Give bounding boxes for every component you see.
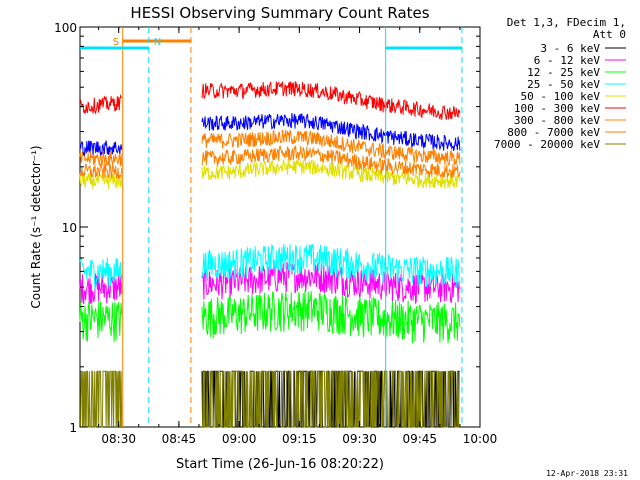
marker-label-0: S xyxy=(113,37,119,48)
marker-label-1: N xyxy=(154,37,161,48)
legend-label-3: 25 - 50 keV xyxy=(527,78,600,91)
x-axis-label: Start Time (26-Jun-16 08:20:22) xyxy=(176,457,384,472)
series-4-segment-1 xyxy=(201,158,461,189)
x-tick-label-6: 10:00 xyxy=(463,432,498,446)
series-8-segment-0 xyxy=(80,370,123,428)
series-1-segment-1 xyxy=(201,262,461,305)
x-tick-label-2: 09:00 xyxy=(222,432,257,446)
legend-header-1: Det 1,3, FDecim 1, xyxy=(507,16,626,29)
chart-title: HESSI Observing Summary Count Rates xyxy=(130,4,429,22)
series-6-segment-0 xyxy=(79,151,123,167)
series-6 xyxy=(79,129,461,167)
legend-label-5: 100 - 300 keV xyxy=(514,102,600,115)
footer-date: 12-Apr-2018 23:31 xyxy=(546,469,628,478)
legend-label-2: 12 - 25 keV xyxy=(527,66,600,79)
series-5-segment-1 xyxy=(201,81,461,120)
legend-label-7: 800 - 7000 keV xyxy=(507,126,600,139)
series-blue-segment-0 xyxy=(79,140,123,157)
series-3-segment-1 xyxy=(201,243,461,288)
series-7-segment-0 xyxy=(79,163,123,180)
series-5 xyxy=(79,81,461,120)
series-3 xyxy=(79,243,461,290)
legend-label-0: 3 - 6 keV xyxy=(540,42,600,55)
series-7 xyxy=(79,144,461,180)
x-tick-label-3: 09:15 xyxy=(282,432,317,446)
series-blue-segment-1 xyxy=(201,112,461,151)
legend-label-6: 300 - 800 keV xyxy=(514,114,600,127)
legend-label-8: 7000 - 20000 keV xyxy=(494,138,600,151)
y-tick-label-0: 1 xyxy=(69,421,77,435)
series-1-segment-0 xyxy=(79,273,123,305)
series-8-segment-1 xyxy=(202,370,460,428)
series-4-segment-0 xyxy=(79,172,123,190)
x-tick-label-4: 09:30 xyxy=(342,432,377,446)
series-6-segment-1 xyxy=(201,129,461,166)
series-8 xyxy=(80,370,460,428)
legend-label-4: 50 - 100 keV xyxy=(521,90,601,103)
y-axis-label: Count Rate (s⁻¹ detector⁻¹) xyxy=(29,145,43,308)
x-tick-label-0: 08:30 xyxy=(101,432,136,446)
legend-label-1: 6 - 12 keV xyxy=(534,54,601,67)
series-2-segment-0 xyxy=(79,301,123,342)
y-tick-label-1: 10 xyxy=(62,221,77,235)
legend-header-2: Att 0 xyxy=(593,28,626,41)
series-blue xyxy=(79,112,461,157)
series-4 xyxy=(79,158,461,190)
series-7-segment-1 xyxy=(201,144,461,178)
series-1 xyxy=(79,262,461,305)
series-2 xyxy=(79,290,461,344)
series-3-segment-0 xyxy=(79,256,123,290)
x-tick-label-1: 08:45 xyxy=(162,432,197,446)
series-5-segment-0 xyxy=(79,93,122,115)
x-tick-label-5: 09:45 xyxy=(402,432,437,446)
series-2-segment-1 xyxy=(201,290,461,344)
y-tick-label-2: 100 xyxy=(54,21,77,35)
